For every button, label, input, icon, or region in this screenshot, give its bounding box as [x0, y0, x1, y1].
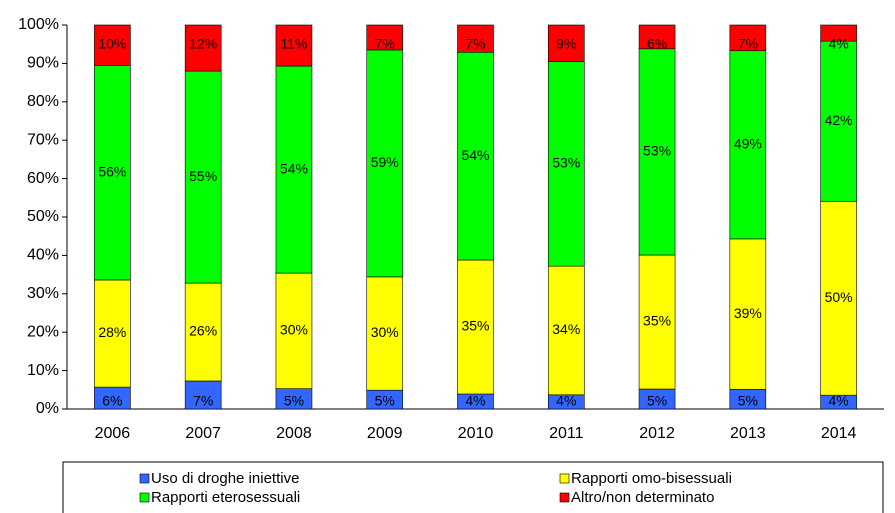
value-label: 30% [371, 324, 399, 340]
legend-box [62, 461, 884, 513]
value-label: 28% [98, 324, 126, 340]
bar-segment [820, 24, 857, 42]
bar-segment [547, 24, 585, 62]
value-label: 11% [280, 36, 307, 52]
value-label: 10% [98, 36, 126, 52]
x-tick-label: 2011 [549, 425, 584, 442]
value-label: 9% [556, 36, 576, 52]
value-label: 5% [284, 393, 304, 409]
y-tick-label: 0% [36, 400, 59, 417]
legend-label: Rapporti omo-bisessuali [571, 470, 732, 487]
x-tick-label: 2008 [276, 425, 312, 442]
value-label: 55% [189, 168, 217, 184]
value-label: 35% [461, 318, 489, 334]
value-label: 34% [552, 321, 580, 337]
x-tick-label: 2006 [95, 425, 131, 442]
y-tick-label: 30% [27, 285, 59, 302]
value-label: 26% [189, 323, 217, 339]
bar-segment [820, 200, 857, 396]
x-tick-label: 2007 [185, 425, 221, 442]
bar-segment [547, 265, 585, 396]
y-tick-label: 90% [27, 55, 59, 72]
bar-segment [275, 272, 313, 389]
value-label: 5% [647, 393, 667, 409]
value-label: 54% [461, 147, 489, 163]
bar-segment [184, 70, 222, 284]
bar-segment [184, 282, 222, 382]
value-label: 7% [465, 36, 485, 52]
value-label: 59% [371, 154, 399, 170]
legend-label: Rapporti eterosessuali [151, 489, 300, 506]
bar-segment [275, 65, 313, 274]
value-label: 35% [643, 313, 671, 329]
value-label: 5% [375, 393, 395, 409]
bar-segment [457, 24, 494, 53]
value-label: 7% [375, 36, 395, 52]
legend-swatch [139, 492, 150, 503]
legend-label: Altro/non determinato [571, 489, 714, 506]
value-label: 49% [734, 136, 762, 152]
bar-segment [366, 49, 404, 278]
y-tick-label: 40% [27, 247, 59, 264]
value-label: 50% [825, 289, 853, 305]
legend-swatch [139, 473, 150, 484]
value-label: 4% [465, 393, 485, 409]
bar-segment [94, 65, 131, 281]
bar-segment [820, 40, 857, 202]
bar-segment [638, 254, 676, 390]
x-tick-label: 2013 [730, 425, 766, 442]
x-tick-label: 2009 [367, 425, 403, 442]
value-label: 6% [647, 36, 667, 52]
x-tick-label: 2010 [458, 425, 494, 442]
bar-segment [184, 380, 222, 410]
value-label: 54% [280, 160, 308, 176]
value-label: 53% [643, 143, 671, 159]
x-tick-label: 2012 [639, 425, 675, 442]
value-label: 6% [102, 393, 122, 409]
y-tick-label: 100% [18, 16, 59, 33]
value-label: 42% [825, 112, 853, 128]
x-tick-label: 2014 [821, 425, 857, 442]
bar-segment [457, 259, 494, 395]
value-label: 4% [556, 393, 576, 409]
bar-segment [638, 24, 676, 50]
value-label: 4% [828, 393, 848, 409]
y-tick-label: 80% [27, 93, 59, 110]
bar-segment [729, 50, 767, 240]
bar-segment [729, 24, 767, 52]
y-tick-label: 20% [27, 323, 59, 340]
value-label: 39% [734, 305, 762, 321]
bar-segment [638, 48, 676, 256]
y-tick-label: 50% [27, 208, 59, 225]
bar-segment [94, 24, 131, 66]
bar-segment [94, 279, 131, 388]
value-label: 7% [193, 393, 213, 409]
legend-swatch [559, 473, 570, 484]
legend-label: Uso di droghe iniettive [151, 470, 299, 487]
bar-segment [729, 238, 767, 390]
y-tick-label: 60% [27, 170, 59, 187]
value-label: 56% [98, 163, 126, 179]
bar-segment [366, 276, 404, 391]
bar-segment [184, 24, 222, 72]
bar-segment [275, 24, 313, 67]
value-label: 7% [738, 36, 758, 52]
bar-segment [457, 51, 494, 261]
value-label: 12% [189, 36, 217, 52]
y-tick-label: 70% [27, 131, 59, 148]
value-label: 4% [828, 36, 848, 52]
y-tick-label: 10% [27, 362, 59, 379]
value-label: 5% [738, 393, 758, 409]
legend-swatch [559, 492, 570, 503]
value-label: 30% [280, 322, 308, 338]
bar-segment [366, 24, 404, 51]
value-label: 53% [552, 155, 580, 171]
